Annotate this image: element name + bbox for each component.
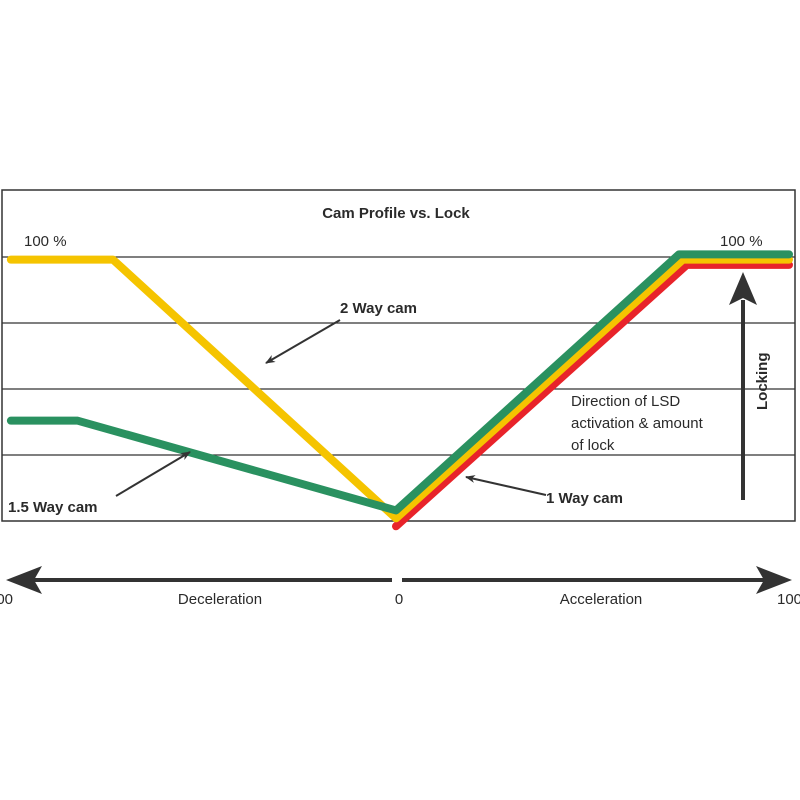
direction-text-line1: Direction of LSD	[571, 393, 680, 410]
acceleration-arrowhead-icon	[756, 566, 792, 594]
plot-frame	[1, 189, 796, 522]
deceleration-arrowhead-icon	[6, 566, 42, 594]
one-half-way-label: 1.5 Way cam	[8, 499, 98, 516]
series-line-1-way-cam	[392, 260, 793, 531]
direction-text-line2: activation & amount	[571, 415, 704, 432]
one-way-label: 1 Way cam	[546, 490, 623, 507]
x-tick-right: 100	[777, 591, 800, 608]
one-half-way-pointer-arrow	[115, 451, 191, 497]
one-way-pointer-arrow	[465, 475, 547, 496]
series-line-2-way-cam	[6, 255, 793, 523]
series-line-1-5-way-cam	[6, 250, 793, 515]
direction-text-line3: of lock	[571, 437, 615, 454]
x-label-acceleration: Acceleration	[560, 591, 643, 608]
two-way-label: 2 Way cam	[340, 300, 417, 317]
y-max-label-right: 100 %	[720, 233, 763, 250]
locking-arrow-head-icon	[729, 272, 757, 305]
locking-label: Locking	[754, 352, 771, 410]
y-max-label-left: 100 %	[24, 233, 67, 250]
x-label-deceleration: Deceleration	[178, 591, 262, 608]
chart-title: Cam Profile vs. Lock	[322, 205, 470, 222]
two-way-pointer-arrow	[265, 319, 341, 364]
x-tick-left: 100	[0, 591, 13, 608]
x-tick-center: 0	[395, 591, 403, 608]
